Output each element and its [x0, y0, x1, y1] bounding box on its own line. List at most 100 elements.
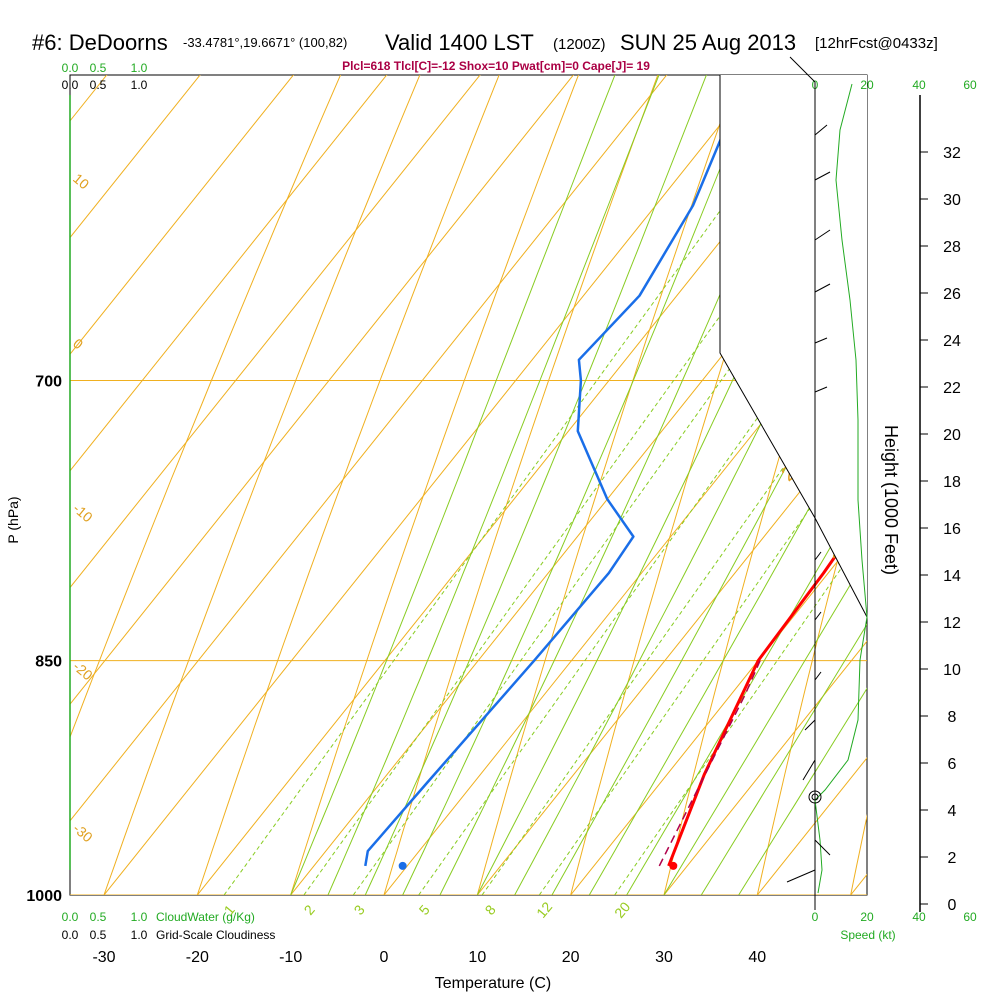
wind-speed-tick-label: 60	[963, 910, 977, 924]
wind-speed-tick-label: 20	[860, 910, 874, 924]
station-location: -33.4781°,19.6671° (100,82)	[183, 35, 347, 50]
dry-adiabat-line	[103, 75, 421, 895]
surface-temperature-dot	[669, 861, 678, 870]
pressure-tick-label: 850	[35, 654, 62, 671]
cloudwater-top-tick: 1.0	[131, 61, 148, 75]
wind-speed-tick-label: 0	[812, 910, 819, 924]
height-tick-label: 22	[943, 380, 961, 397]
mixing-ratio-line	[352, 176, 867, 895]
mixing-ratio-label: 5	[416, 902, 433, 918]
forecast-date: SUN 25 Aug 2013	[620, 30, 796, 55]
height-tick-label: 16	[943, 521, 961, 538]
wind-panel-boundary	[719, 75, 868, 618]
surface-markers	[398, 861, 678, 870]
height-tick-label: 24	[943, 333, 961, 350]
moist-adiabat-line	[551, 312, 867, 895]
grid-labels: 1000850700500400300250-30-20-10010203040…	[26, 61, 868, 966]
dry-adiabat-line	[476, 75, 738, 895]
dry-adiabat-label: -30	[70, 820, 96, 845]
temperature-tick-label: 0	[380, 949, 389, 966]
height-tick-label: 6	[948, 756, 957, 773]
dry-adiabat-label: 10	[70, 170, 92, 192]
wind-barb-feather	[814, 551, 822, 561]
temperature-tick-label: 10	[468, 949, 486, 966]
cloudwater-bottom-tick: 1.0	[131, 910, 148, 924]
wind-barb-feather	[804, 719, 816, 731]
temperature-tick-label: 20	[562, 949, 580, 966]
wind-panel-mask	[720, 75, 867, 617]
height-tick-label: 28	[943, 239, 961, 256]
y-axis-title: P (hPa)	[5, 496, 21, 543]
mixing-ratio-label: 2	[301, 902, 318, 918]
temperature-tick-label: 30	[655, 949, 673, 966]
dry-adiabat-line	[756, 447, 867, 895]
wind-barb-feather	[814, 124, 828, 136]
moist-adiabat-line	[290, 75, 616, 895]
calm-wind-inner-circle	[811, 793, 819, 801]
temperature-tick-label: -20	[186, 949, 209, 966]
temperature-tick-label: 40	[748, 949, 766, 966]
height-tick-label: 20	[943, 427, 961, 444]
wind-barb-feather	[789, 56, 816, 83]
height-tick-label: 10	[943, 662, 961, 679]
moist-adiabat-line	[364, 75, 707, 895]
mixing-ratio-line	[481, 348, 867, 895]
isotherm-line	[70, 75, 481, 589]
mixing-ratio-label: 12	[533, 899, 555, 921]
cloudiness-top-tick: 1.0	[131, 78, 148, 92]
moist-adiabat-line	[663, 555, 867, 895]
mixing-ratio-line	[538, 426, 867, 895]
wind-speed-label: Speed (kt)	[840, 928, 895, 942]
mixing-ratio-label: 3	[351, 902, 368, 918]
wind-speed-top-label: 40	[912, 78, 926, 92]
dewpoint-line	[364, 75, 749, 867]
forecast-info: [12hrFcst@0433z]	[815, 35, 938, 52]
cloudiness-label: Grid-Scale Cloudiness	[156, 928, 275, 942]
cloudiness-bottom-tick: 0.5	[90, 928, 107, 942]
isotherm-line	[850, 873, 867, 895]
isotherm-line	[70, 75, 668, 822]
height-tick-label: 4	[948, 803, 957, 820]
wind-barb-feather	[802, 759, 816, 781]
height-tick-label: 14	[943, 568, 961, 585]
pressure-tick-label: 700	[35, 374, 62, 391]
sounding-indices: Plcl=618 Tlcl[C]=-12 Shox=10 Pwat[cm]=0 …	[342, 59, 650, 73]
temperature-tick-label: -10	[279, 949, 302, 966]
mixing-ratio-line	[303, 111, 867, 895]
wind-barb-feather	[814, 171, 831, 181]
zulu-time: (1200Z)	[553, 36, 606, 53]
wind-speed-tick-label: 40	[912, 910, 926, 924]
height-tick-label: 12	[943, 615, 961, 632]
moist-adiabat-line	[588, 403, 867, 895]
cloudwater-bottom-tick: 0.5	[90, 910, 107, 924]
moist-adiabat-line	[327, 75, 660, 895]
moist-adiabat-line	[700, 623, 867, 895]
wind-barb-feather	[814, 611, 822, 621]
surface-dewpoint-dot	[398, 861, 407, 870]
wind-speed-line	[814, 83, 868, 894]
wind-barb-feather	[814, 283, 831, 293]
dry-adiabat-line	[70, 75, 342, 739]
cloudiness-bottom-tick: 0.0	[62, 928, 79, 942]
station-name: #6: DeDoorns	[32, 30, 168, 55]
dry-adiabat-line	[196, 75, 500, 895]
height-tick-label: 2	[948, 850, 957, 867]
dry-adiabat-label: 0	[70, 335, 86, 352]
isotherm-line	[196, 75, 854, 895]
dry-adiabat-line	[931, 0, 1000, 965]
mixing-ratio-label: 8	[482, 902, 499, 918]
moist-adiabat-line	[402, 75, 758, 895]
wind-barb-feather	[786, 869, 816, 883]
wind-barb-feather	[814, 386, 828, 393]
wind-axis: 0 20 40 60 0 20 40 60	[786, 56, 977, 924]
calm-wind-circle	[808, 790, 822, 804]
height-tick-label: 0	[948, 897, 957, 914]
temperature-tick-label: -30	[92, 949, 115, 966]
cloudiness-bottom-tick: 1.0	[131, 928, 148, 942]
height-tick-label: 32	[943, 145, 961, 162]
x-axis-title: Temperature (C)	[435, 975, 551, 992]
wind-speed-top-label: 20	[860, 78, 874, 92]
height-tick-label: 8	[948, 709, 957, 726]
wind-speed-top-label: 60	[963, 78, 977, 92]
